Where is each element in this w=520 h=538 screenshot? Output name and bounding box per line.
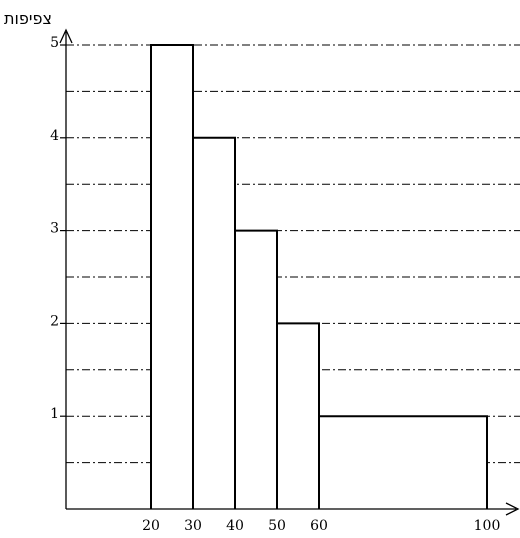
x-axis-arrow-icon (505, 502, 520, 516)
bar-fill-0 (151, 45, 193, 509)
x-tick-label-0: 20 (142, 518, 160, 534)
y-tick-label-0: 1 (50, 406, 59, 422)
bar-fill-3 (277, 323, 319, 509)
y-tick-label-3: 4 (50, 128, 59, 144)
y-tick-label-1: 2 (50, 313, 59, 329)
y-tick-label-4: 5 (50, 35, 59, 51)
x-tick-label-2: 40 (226, 518, 244, 534)
bar-fill-4 (319, 416, 487, 509)
bar-4 (318, 415, 488, 509)
y-axis-label: צפיפות (4, 9, 52, 28)
labels-layer: צפיפות 1 2 3 4 5 20 30 40 50 60 100 (4, 9, 500, 534)
x-tick-label-5: 100 (474, 518, 501, 534)
x-tick-label-1: 30 (184, 518, 202, 534)
bar-fill-2 (235, 230, 277, 509)
bar-fill-1 (193, 137, 235, 510)
y-tick-label-2: 3 (50, 221, 59, 237)
bars-layer (150, 44, 488, 510)
x-tick-label-4: 60 (310, 518, 328, 534)
axes-layer (59, 28, 520, 516)
x-tick-label-3: 50 (268, 518, 286, 534)
y-axis-arrow-icon (59, 28, 73, 44)
